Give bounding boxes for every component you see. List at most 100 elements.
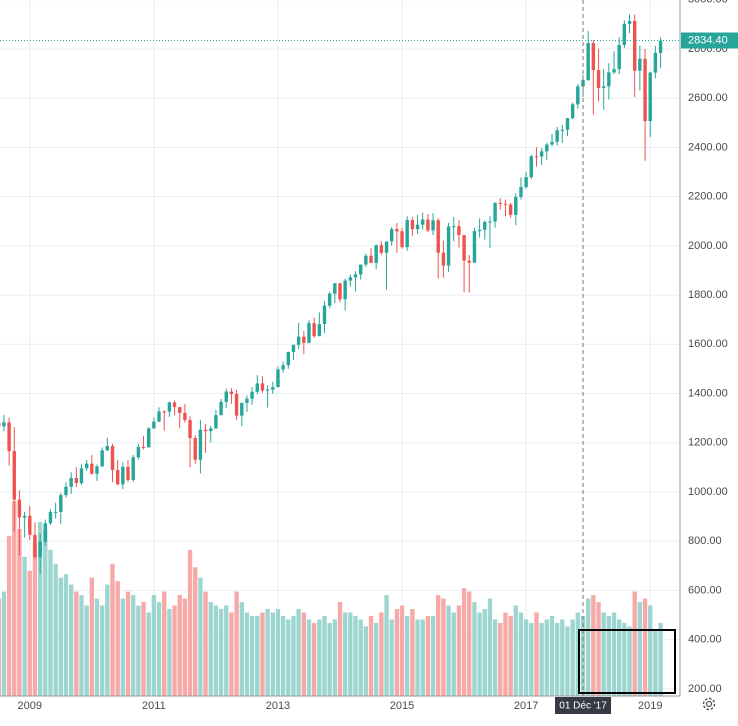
- candle-body: [167, 402, 172, 412]
- volume-bar: [1, 591, 7, 696]
- volume-bar: [198, 577, 203, 696]
- volume-bar: [637, 602, 643, 696]
- candle-body: [95, 466, 99, 474]
- volume-bar: [58, 577, 63, 696]
- candle-body: [607, 72, 611, 87]
- candle-body: [260, 383, 265, 391]
- candle-body: [358, 264, 363, 275]
- candle-body: [281, 365, 285, 370]
- volume-bar: [322, 615, 327, 696]
- candle-body: [276, 369, 280, 388]
- candle-body: [519, 187, 523, 197]
- candle-body: [224, 391, 228, 402]
- volume-bar: [27, 570, 32, 696]
- volume-bar: [353, 615, 358, 696]
- candle-body: [348, 277, 353, 281]
- candle-body: [467, 260, 471, 263]
- volume-bar: [218, 609, 224, 696]
- volume-bar: [405, 615, 410, 696]
- volume-bar: [244, 612, 250, 696]
- volume-bar: [327, 622, 332, 696]
- crosshair-label: 01 Déc '17: [559, 701, 607, 712]
- volume-bar: [208, 602, 213, 696]
- volume-bar: [580, 615, 586, 696]
- candle-body: [203, 429, 208, 432]
- candle-body: [12, 451, 16, 500]
- candle-body: [74, 477, 79, 484]
- volume-bar: [394, 609, 400, 696]
- candle-body: [452, 226, 456, 228]
- candle-body: [141, 446, 146, 448]
- candle-body: [296, 336, 301, 345]
- candle-body: [576, 86, 580, 105]
- volume-bar: [446, 605, 451, 696]
- volume-bar: [487, 598, 493, 696]
- candle-body: [555, 130, 559, 142]
- candle-body: [209, 428, 213, 432]
- x-tick-label: 2019: [638, 700, 662, 712]
- candle-body: [234, 394, 239, 416]
- volume-bar: [249, 615, 255, 696]
- volume-bar: [37, 522, 43, 696]
- volume-bar: [141, 602, 146, 696]
- candle-body: [488, 221, 492, 223]
- volume-bar: [131, 595, 136, 696]
- candle-body: [457, 226, 461, 236]
- candle-body: [638, 58, 642, 71]
- candle-body: [524, 177, 528, 188]
- candle-body: [229, 391, 234, 395]
- candle-body: [560, 129, 565, 131]
- volume-bar: [203, 591, 208, 696]
- volume-bar: [384, 595, 389, 696]
- volume-bar: [523, 619, 529, 696]
- volume-bar: [601, 612, 606, 696]
- candle-body: [327, 293, 332, 306]
- x-tick-label: 2011: [142, 700, 166, 712]
- candle-body: [338, 283, 342, 300]
- volume-bar: [265, 609, 270, 696]
- candle-body: [653, 52, 658, 73]
- candle-body: [38, 541, 42, 558]
- candle-body: [162, 411, 166, 413]
- y-tick-label: 2600.00: [688, 92, 728, 104]
- candle-body: [612, 69, 616, 73]
- volume-bar: [591, 595, 596, 696]
- volume-bar: [115, 581, 120, 696]
- gear-hub: [705, 700, 713, 708]
- y-tick-label: 1200.00: [688, 437, 728, 449]
- candle-body: [105, 445, 110, 451]
- volume-bar: [539, 622, 544, 696]
- candle-body: [514, 196, 518, 215]
- candle-body: [28, 515, 32, 535]
- volume-bar: [410, 609, 415, 696]
- volume-bar: [611, 612, 617, 696]
- volume-bar: [441, 598, 446, 696]
- candle-body: [183, 412, 187, 421]
- volume-bar: [642, 598, 648, 696]
- volume-bar: [570, 619, 575, 696]
- volume-bar: [467, 591, 472, 696]
- candle-body: [534, 156, 539, 158]
- volume-bar: [48, 549, 53, 696]
- candle-body: [601, 86, 606, 89]
- volume-bar: [617, 619, 622, 696]
- volume-bar: [6, 535, 12, 696]
- volume-bar: [399, 605, 405, 696]
- volume-bar: [311, 622, 317, 696]
- volume-bar: [182, 598, 188, 696]
- candle-body: [498, 203, 502, 205]
- candle-body: [79, 468, 84, 484]
- volume-bar: [632, 591, 637, 696]
- candle-body: [312, 323, 316, 337]
- volume-bar: [187, 549, 193, 696]
- y-tick-label: 400.00: [688, 634, 722, 646]
- candle-body: [477, 229, 482, 232]
- candle-body: [100, 450, 104, 467]
- candle-body: [271, 387, 275, 390]
- candle-body: [48, 511, 53, 524]
- volume-bar: [348, 612, 353, 696]
- candle-body: [446, 226, 451, 266]
- settings-icon[interactable]: [702, 697, 716, 711]
- candle-body: [33, 534, 37, 558]
- volume-bar: [213, 605, 219, 696]
